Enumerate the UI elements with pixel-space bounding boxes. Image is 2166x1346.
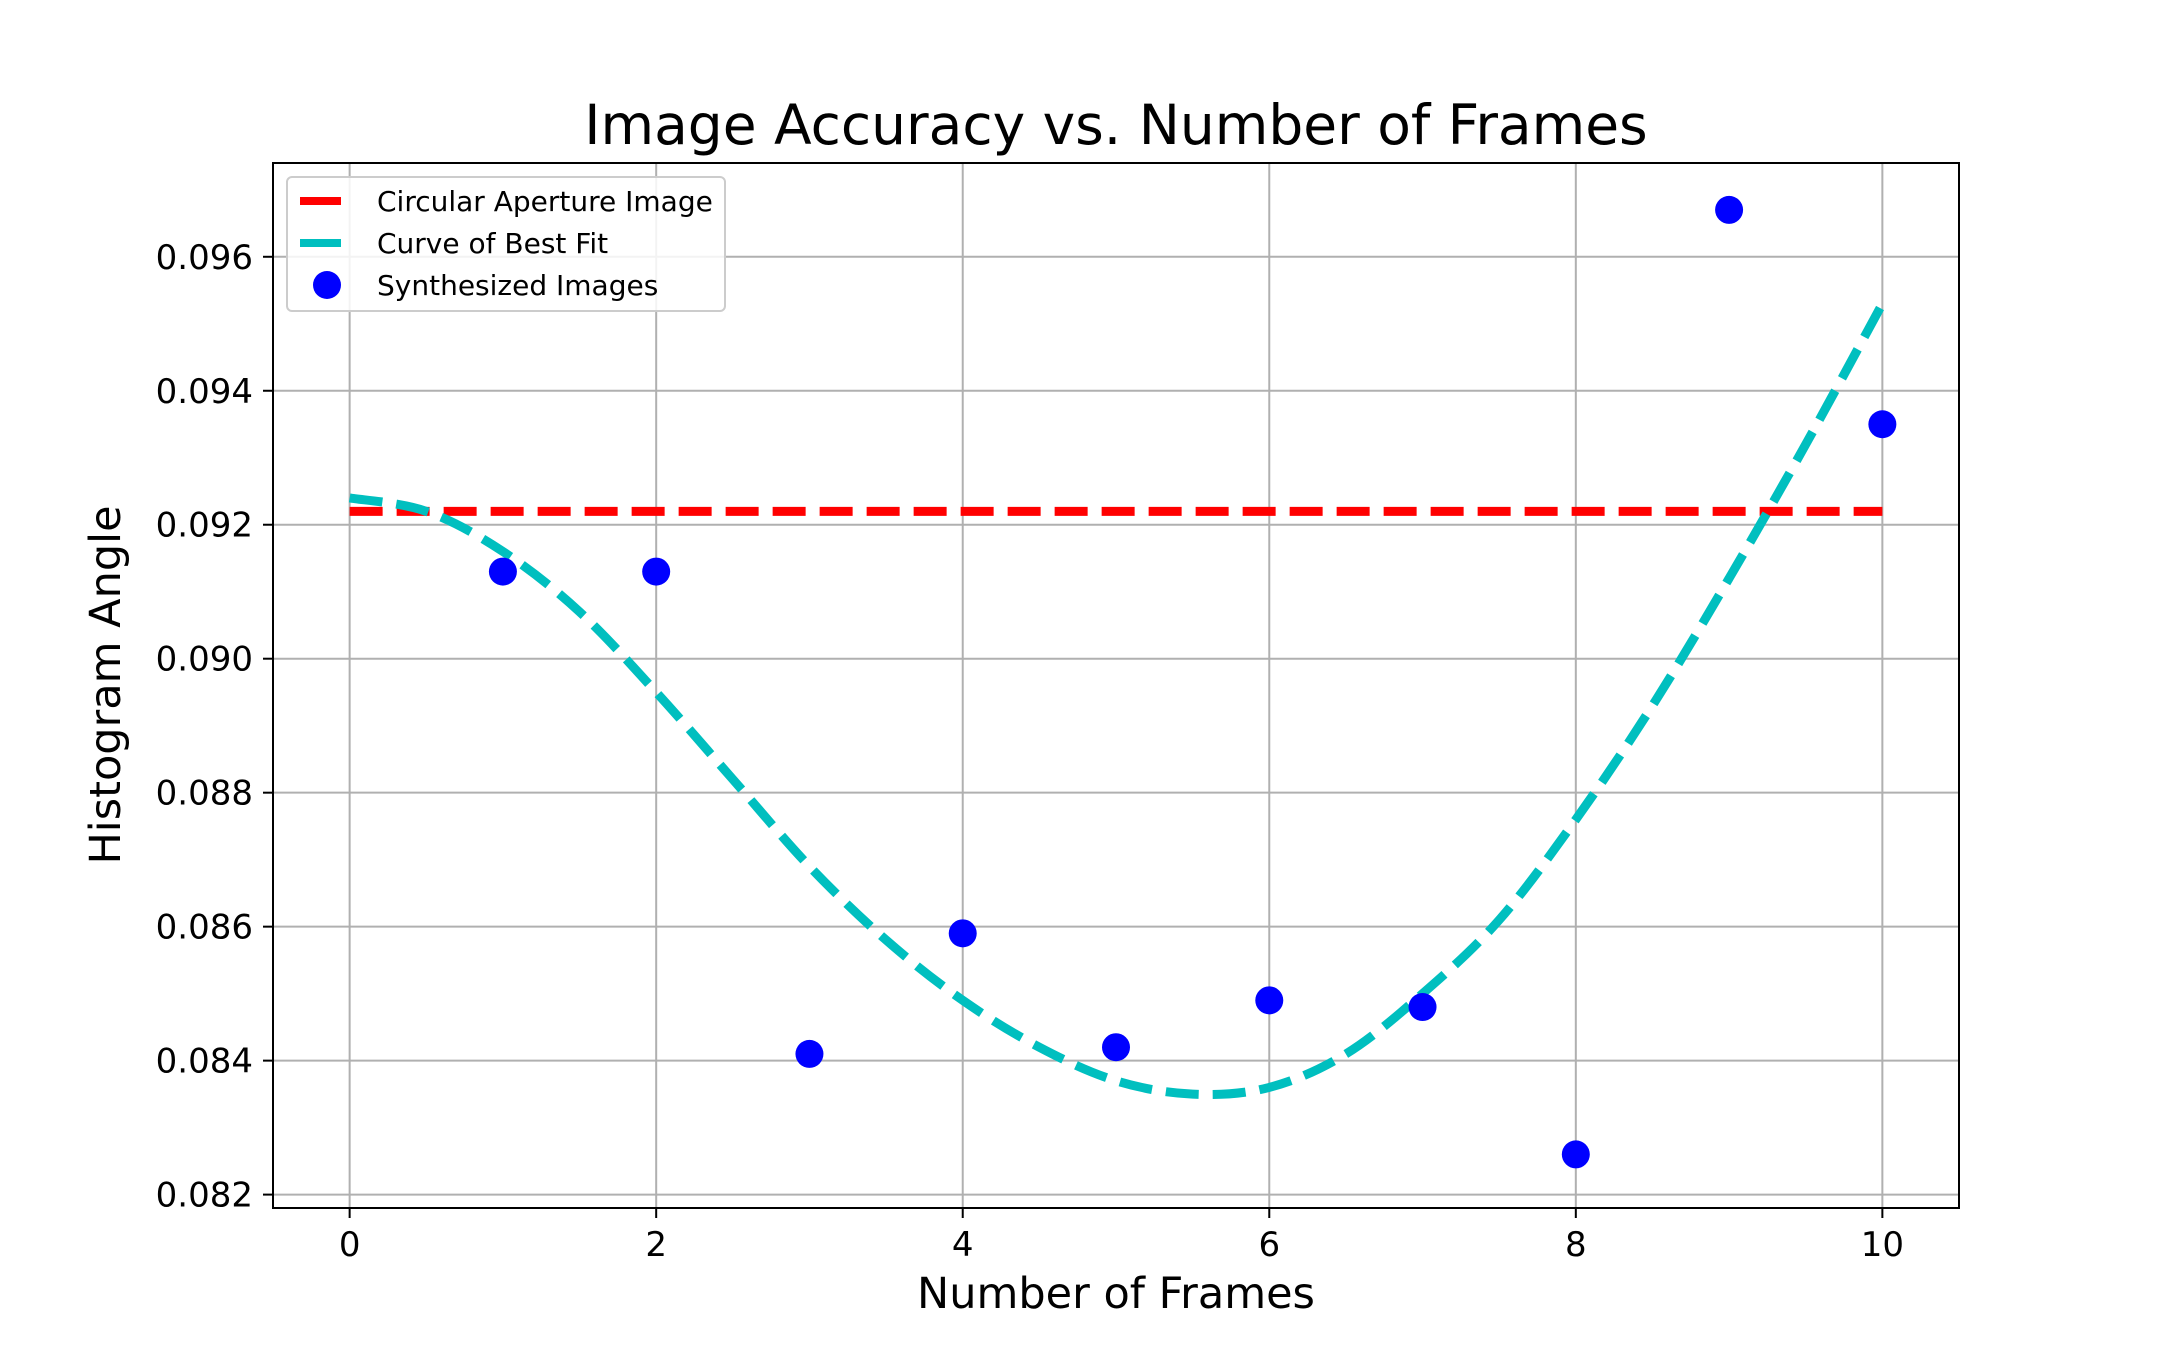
synthesized-point (1408, 993, 1437, 1022)
synthesized-point (1561, 1140, 1590, 1169)
x-tick-label: 6 (1258, 1225, 1280, 1265)
legend: Circular Aperture Image Curve of Best Fi… (286, 176, 726, 312)
synthesized-point (1715, 195, 1744, 224)
legend-box (286, 176, 726, 312)
series-layer (348, 195, 1897, 1169)
y-axis-label: Histogram Angle (81, 505, 131, 864)
y-tick-label: 0.096 (156, 238, 253, 278)
synthesized-point (795, 1039, 824, 1068)
synthesized-point (1102, 1033, 1130, 1062)
plot-frame (272, 162, 1960, 1209)
synthesized-point (1255, 986, 1284, 1015)
y-tick-label: 0.086 (156, 908, 253, 948)
x-tick-label: 2 (645, 1225, 667, 1265)
ticks: 0 2 4 6 8 10 0.082 0.084 0.086 0.088 0.090 0.092 0.0… (156, 238, 1904, 1265)
legend-label-best-fit: Curve of Best Fit (377, 227, 608, 260)
legend-label-circular-aperture: Circular Aperture Image (377, 185, 713, 218)
x-tick-label: 10 (1861, 1225, 1904, 1265)
synthesized-point (1868, 410, 1897, 439)
legend-swatch-synthesized (313, 271, 341, 299)
y-tick-label: 0.088 (156, 774, 253, 814)
x-tick-label: 0 (339, 1225, 361, 1265)
synthesized-point (948, 919, 977, 948)
x-tick-label: 8 (1565, 1225, 1587, 1265)
y-tick-label: 0.084 (156, 1042, 253, 1082)
y-tick-label: 0.092 (156, 506, 253, 546)
y-tick-label: 0.090 (156, 640, 253, 680)
legend-label-synthesized: Synthesized Images (377, 269, 658, 302)
x-axis-label: Number of Frames (917, 1269, 1315, 1319)
synthesized-point (488, 557, 517, 586)
y-tick-label: 0.082 (156, 1176, 253, 1216)
y-tick-label: 0.094 (156, 372, 253, 412)
chart-title: Image Accuracy vs. Number of Frames (584, 93, 1647, 157)
x-tick-label: 4 (952, 1225, 974, 1265)
best-fit-curve (348, 301, 1887, 1099)
synthesized-point (642, 557, 671, 586)
